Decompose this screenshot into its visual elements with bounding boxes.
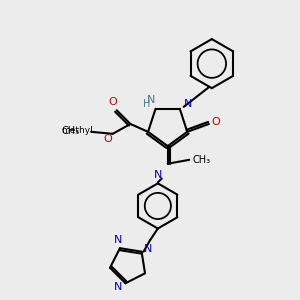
Text: CH₃: CH₃ bbox=[61, 126, 80, 136]
Text: N: N bbox=[183, 99, 192, 109]
Text: N: N bbox=[144, 244, 153, 254]
Text: N: N bbox=[113, 282, 122, 292]
Text: methyl: methyl bbox=[61, 126, 93, 135]
Text: CH₃: CH₃ bbox=[192, 155, 210, 165]
Text: O: O bbox=[103, 134, 112, 144]
Text: O: O bbox=[108, 98, 117, 107]
Text: N: N bbox=[146, 95, 155, 105]
Text: N: N bbox=[154, 169, 162, 179]
Text: O: O bbox=[212, 117, 220, 127]
Text: N: N bbox=[114, 236, 122, 245]
Text: H: H bbox=[143, 99, 150, 109]
